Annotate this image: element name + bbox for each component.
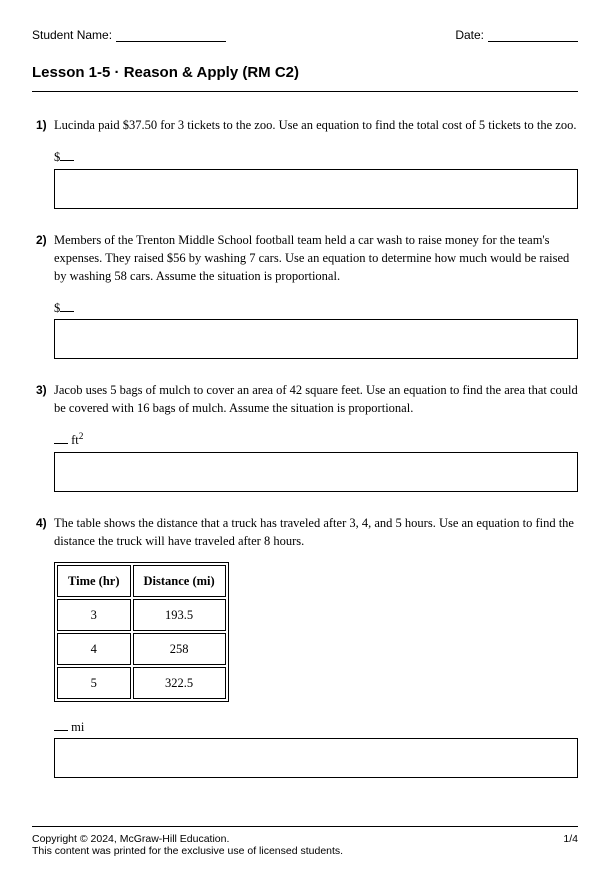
table-cell: 322.5: [133, 667, 226, 699]
table-row: 3 193.5: [57, 599, 226, 631]
problem-number: 2): [36, 231, 54, 285]
problem-number: 3): [36, 381, 54, 417]
table-row: 5 322.5: [57, 667, 226, 699]
unit-suffix: mi: [71, 720, 84, 734]
problem-text: The table shows the distance that a truc…: [54, 514, 578, 550]
problem-text: Lucinda paid $37.50 for 3 tickets to the…: [54, 116, 578, 134]
footer: Copyright © 2024, McGraw-Hill Education.…: [32, 826, 578, 857]
table-header-distance: Distance (mi): [133, 565, 226, 597]
answer-unit: $: [54, 299, 578, 317]
unit-suffix: ft2: [71, 433, 83, 447]
table-row: 4 258: [57, 633, 226, 665]
header-fields: Student Name: Date:: [32, 28, 578, 42]
table-cell: 193.5: [133, 599, 226, 631]
answer-box[interactable]: [54, 738, 578, 778]
answer-box[interactable]: [54, 169, 578, 209]
date-blank[interactable]: [488, 30, 578, 42]
answer-box[interactable]: [54, 319, 578, 359]
answer-unit: mi: [54, 718, 578, 736]
date-field: Date:: [455, 28, 578, 42]
student-name-blank[interactable]: [116, 30, 226, 42]
answer-blank[interactable]: [54, 721, 68, 731]
lesson-title: Lesson 1-5 · Reason & Apply (RM C2): [32, 64, 578, 81]
problem-number: 4): [36, 514, 54, 550]
page-number: 1/4: [563, 833, 578, 845]
table-cell: 3: [57, 599, 131, 631]
date-label: Date:: [455, 28, 484, 42]
answer-box[interactable]: [54, 452, 578, 492]
table-cell: 5: [57, 667, 131, 699]
footer-notice: This content was printed for the exclusi…: [32, 845, 578, 857]
student-name-field: Student Name:: [32, 28, 226, 42]
table-cell: 4: [57, 633, 131, 665]
answer-blank[interactable]: [54, 434, 68, 444]
problems-container: 1) Lucinda paid $37.50 for 3 tickets to …: [32, 116, 578, 778]
problem-text: Jacob uses 5 bags of mulch to cover an a…: [54, 381, 578, 417]
problem-2: 2) Members of the Trenton Middle School …: [36, 231, 578, 360]
problem-4: 4) The table shows the distance that a t…: [36, 514, 578, 779]
problem-number: 1): [36, 116, 54, 134]
answer-unit: ft2: [54, 431, 578, 449]
table-cell: 258: [133, 633, 226, 665]
copyright-text: Copyright © 2024, McGraw-Hill Education.: [32, 833, 229, 845]
problem-text: Members of the Trenton Middle School foo…: [54, 231, 578, 285]
answer-blank[interactable]: [60, 151, 74, 161]
problem-3: 3) Jacob uses 5 bags of mulch to cover a…: [36, 381, 578, 492]
footer-rule: [32, 826, 578, 827]
problem-1: 1) Lucinda paid $37.50 for 3 tickets to …: [36, 116, 578, 209]
answer-unit: $: [54, 148, 578, 166]
title-rule: [32, 91, 578, 92]
table-header-time: Time (hr): [57, 565, 131, 597]
answer-blank[interactable]: [60, 302, 74, 312]
student-name-label: Student Name:: [32, 28, 112, 42]
data-table: Time (hr) Distance (mi) 3 193.5 4 258 5 …: [54, 562, 229, 703]
